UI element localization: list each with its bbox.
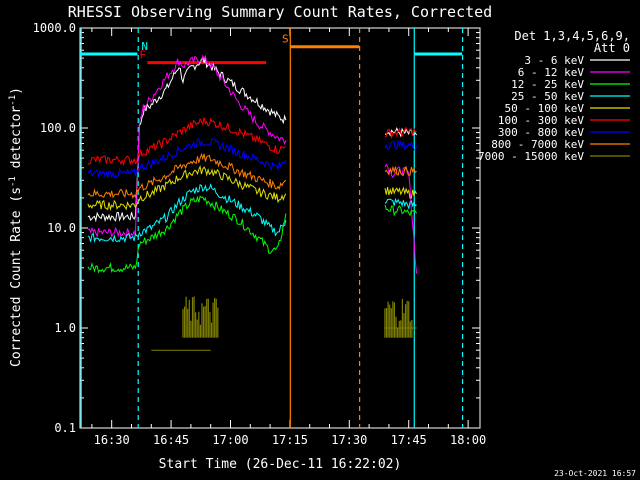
series-line — [384, 126, 417, 140]
legend-label: 100 - 300 keV — [498, 114, 584, 127]
series-line — [87, 182, 287, 244]
y-tick-label: 1000.0 — [33, 21, 76, 35]
legend-label: 12 - 25 keV — [511, 78, 584, 91]
ylabel-sup-1: -1 — [8, 176, 18, 187]
flag-label: S — [282, 33, 289, 46]
series-line — [384, 165, 417, 176]
render-timestamp: 23-Oct-2021 16:57 — [554, 469, 636, 478]
legend-label: 6 - 12 keV — [518, 66, 585, 79]
x-tick-label: 18:00 — [450, 433, 486, 447]
x-tick-label: 17:00 — [212, 433, 248, 447]
x-tick-label: 16:30 — [94, 433, 130, 447]
ylabel-mid: detector — [9, 106, 24, 177]
plot-area: 0.1 1.0 10.0 100.0 1000.0 16:30 16:45 17:00 17:1… — [33, 21, 487, 447]
legend-label: 3 - 6 keV — [524, 54, 584, 67]
y-tick-label: 10.0 — [47, 221, 76, 235]
chart-title: RHESSI Observing Summary Count Rates, Co… — [68, 3, 492, 21]
flag-label: N — [141, 40, 148, 53]
x-tick-label: 17:45 — [391, 433, 427, 447]
series-line — [87, 54, 287, 239]
x-tick-label: 17:15 — [272, 433, 308, 447]
series-line — [87, 117, 287, 166]
legend-label: 50 - 100 keV — [505, 102, 585, 115]
legend-label: 800 - 7000 keV — [491, 138, 584, 151]
legend-header-line-1: Det 1,3,4,5,6,9, — [514, 29, 630, 43]
legend-header-line-2: Att 0 — [594, 41, 630, 55]
series-line — [87, 195, 287, 274]
series-line — [87, 56, 287, 223]
x-tick-label: 17:30 — [331, 433, 367, 447]
chart-ylabel: Corrected Count Rate (s-1 detector-1) — [8, 87, 24, 367]
series-line — [384, 204, 418, 217]
series-line — [384, 186, 418, 199]
y-tick-label: 0.1 — [54, 421, 76, 435]
legend-label: 7000 - 15000 keV — [478, 150, 584, 163]
flag-label: F — [139, 49, 146, 62]
y-tick-label: 100.0 — [40, 121, 76, 135]
ylabel-main: Corrected Count Rate (s — [9, 187, 24, 367]
chart-xlabel: Start Time (26-Dec-11 16:22:02) — [159, 457, 402, 472]
series-line — [87, 137, 287, 179]
series-line — [384, 197, 417, 209]
ylabel-end: ) — [9, 87, 24, 95]
series-line — [384, 140, 418, 151]
y-tick-label: 1.0 — [54, 321, 76, 335]
ylabel-sup-2: -1 — [8, 95, 18, 106]
x-tick-label: 16:45 — [153, 433, 189, 447]
legend-label: 300 - 800 keV — [498, 126, 584, 139]
series-line — [87, 164, 287, 212]
legend-label: 25 - 50 keV — [511, 90, 584, 103]
series-line — [87, 152, 287, 199]
